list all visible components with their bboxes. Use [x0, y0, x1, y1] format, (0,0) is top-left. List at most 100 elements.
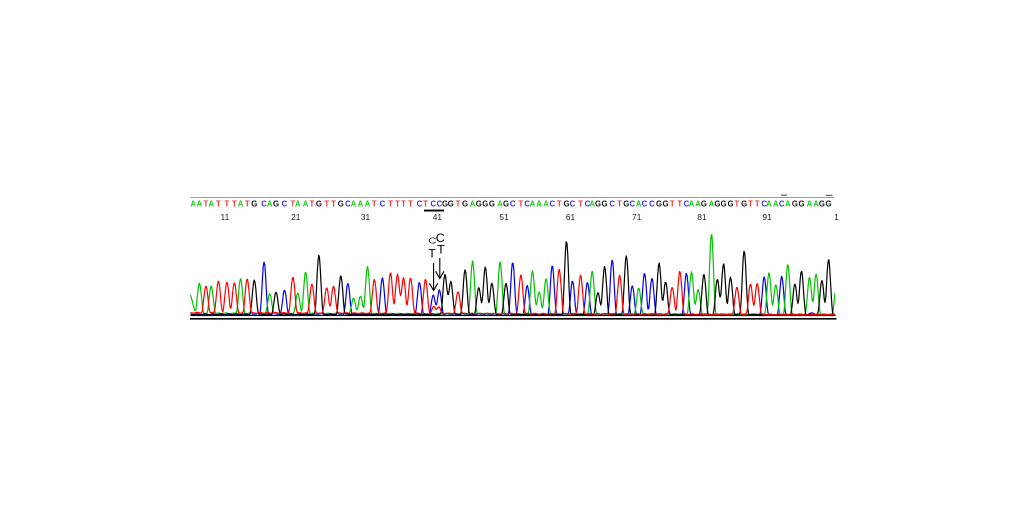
svg-text:T: T: [437, 243, 445, 257]
svg-text:C: C: [437, 199, 443, 208]
svg-text:T: T: [225, 199, 230, 208]
svg-text:C: C: [609, 199, 615, 208]
svg-text:C: C: [642, 199, 648, 208]
svg-text:A: A: [689, 199, 695, 208]
svg-text:71: 71: [632, 212, 642, 222]
svg-text:G: G: [623, 199, 629, 208]
svg-text:G: G: [714, 199, 720, 208]
svg-text:A: A: [589, 199, 595, 208]
svg-text:A: A: [543, 199, 549, 208]
svg-text:T: T: [310, 199, 315, 208]
svg-text:A: A: [238, 199, 244, 208]
svg-text:T: T: [245, 199, 250, 208]
svg-text:C: C: [585, 199, 591, 208]
svg-text:T: T: [755, 199, 760, 208]
svg-text:G: G: [476, 199, 482, 208]
svg-text:C: C: [761, 199, 767, 208]
svg-text:T: T: [735, 199, 740, 208]
svg-text:G: G: [826, 199, 832, 208]
svg-text:A: A: [536, 199, 542, 208]
svg-text:G: G: [741, 199, 747, 208]
svg-text:A: A: [636, 199, 642, 208]
svg-text:G: G: [819, 199, 825, 208]
svg-text:T: T: [324, 199, 329, 208]
svg-text:A: A: [807, 199, 813, 208]
svg-text:G: G: [798, 199, 804, 208]
svg-text:G: G: [316, 199, 322, 208]
svg-text:G: G: [273, 199, 279, 208]
svg-text:C: C: [510, 199, 516, 208]
svg-text:T: T: [428, 246, 436, 260]
svg-text:A: A: [695, 199, 701, 208]
svg-text:G: G: [563, 199, 569, 208]
svg-text:A: A: [267, 199, 273, 208]
svg-text:T: T: [677, 199, 682, 208]
svg-text:A: A: [813, 199, 819, 208]
svg-text:C: C: [649, 199, 655, 208]
svg-text:A: A: [303, 199, 309, 208]
svg-text:T: T: [557, 199, 562, 208]
svg-text:G: G: [462, 199, 468, 208]
svg-text:T: T: [617, 199, 622, 208]
svg-text:T: T: [395, 199, 400, 208]
svg-text:G: G: [721, 199, 727, 208]
svg-text:G: G: [442, 199, 448, 208]
svg-text:T: T: [388, 199, 393, 208]
svg-text:A: A: [530, 199, 536, 208]
svg-text:51: 51: [499, 212, 509, 222]
svg-text:C: C: [779, 199, 785, 208]
svg-text:C: C: [549, 199, 555, 208]
svg-text:C: C: [380, 199, 386, 208]
svg-text:A: A: [785, 199, 791, 208]
svg-text:31: 31: [361, 212, 371, 222]
svg-text:A: A: [208, 199, 214, 208]
svg-text:C: C: [430, 199, 436, 208]
svg-text:91: 91: [762, 212, 772, 222]
svg-text:G: G: [792, 199, 798, 208]
svg-text:A: A: [197, 199, 203, 208]
svg-text:T: T: [456, 199, 461, 208]
svg-text:A: A: [295, 199, 301, 208]
svg-text:C: C: [524, 199, 530, 208]
svg-text:61: 61: [566, 212, 576, 222]
svg-text:41: 41: [433, 212, 443, 222]
svg-text:T: T: [401, 199, 406, 208]
svg-text:A: A: [365, 199, 371, 208]
svg-text:T: T: [372, 199, 377, 208]
svg-text:C: C: [261, 199, 267, 208]
svg-text:C: C: [629, 199, 635, 208]
svg-text:C: C: [282, 199, 288, 208]
svg-text:T: T: [204, 199, 209, 208]
svg-text:T: T: [408, 199, 413, 208]
svg-text:T: T: [519, 199, 524, 208]
svg-text:A: A: [470, 199, 476, 208]
svg-text:T: T: [748, 199, 753, 208]
svg-text:G: G: [503, 199, 509, 208]
svg-text:T: T: [291, 199, 296, 208]
svg-text:G: G: [595, 199, 601, 208]
svg-text:A: A: [766, 199, 772, 208]
svg-text:T: T: [423, 199, 428, 208]
svg-text:21: 21: [291, 212, 301, 222]
svg-text:A: A: [709, 199, 715, 208]
svg-text:11: 11: [221, 212, 230, 222]
svg-text:G: G: [602, 199, 608, 208]
svg-text:C: C: [436, 231, 445, 245]
svg-text:A: A: [497, 199, 503, 208]
svg-text:81: 81: [697, 212, 707, 222]
svg-text:G: G: [448, 199, 454, 208]
svg-text:G: G: [489, 199, 495, 208]
svg-text:G: G: [701, 199, 707, 208]
svg-text:T: T: [232, 199, 237, 208]
svg-text:G: G: [251, 199, 257, 208]
svg-text:G: G: [656, 199, 662, 208]
svg-text:T: T: [216, 199, 221, 208]
svg-text:A: A: [351, 199, 357, 208]
svg-text:G: G: [338, 199, 344, 208]
svg-text:T: T: [331, 199, 336, 208]
svg-text:G: G: [727, 199, 733, 208]
svg-text:C: C: [345, 199, 351, 208]
svg-text:C: C: [428, 237, 436, 246]
svg-text:A: A: [773, 199, 779, 208]
svg-text:G: G: [663, 199, 669, 208]
